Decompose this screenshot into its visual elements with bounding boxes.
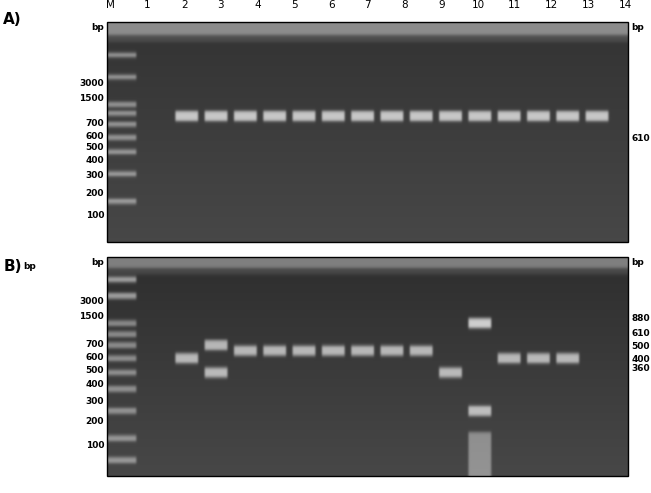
Text: 3000: 3000 [79, 296, 104, 306]
Text: bp: bp [23, 262, 36, 271]
Text: 610: 610 [631, 134, 650, 143]
Text: 300: 300 [86, 171, 104, 180]
Text: 1: 1 [144, 0, 151, 10]
Text: 5: 5 [291, 0, 298, 10]
Text: 700: 700 [85, 340, 104, 349]
Text: A): A) [3, 12, 22, 27]
Bar [107, 257, 628, 476]
Text: 6: 6 [327, 0, 335, 10]
Text: 13: 13 [581, 0, 595, 10]
Text: 1500: 1500 [79, 312, 104, 321]
Text: 7: 7 [365, 0, 371, 10]
Text: 400: 400 [631, 355, 650, 364]
Text: 12: 12 [545, 0, 558, 10]
Text: 360: 360 [631, 364, 650, 373]
Text: 500: 500 [631, 343, 650, 352]
Text: 400: 400 [85, 380, 104, 388]
Text: 600: 600 [86, 353, 104, 362]
Text: 100: 100 [86, 441, 104, 450]
Text: 10: 10 [471, 0, 484, 10]
Text: 400: 400 [85, 156, 104, 165]
Text: 9: 9 [438, 0, 445, 10]
Text: 14: 14 [618, 0, 631, 10]
Text: 610: 610 [631, 329, 650, 338]
Text: B): B) [3, 259, 21, 274]
Text: 600: 600 [86, 132, 104, 141]
Text: bp: bp [91, 23, 104, 32]
Text: 200: 200 [86, 189, 104, 198]
Text: 500: 500 [86, 366, 104, 375]
Text: 1500: 1500 [79, 95, 104, 104]
Text: 200: 200 [86, 417, 104, 425]
Text: bp: bp [631, 258, 644, 267]
Bar [107, 22, 628, 242]
Text: bp: bp [631, 23, 644, 32]
Text: 3: 3 [217, 0, 224, 10]
Text: 300: 300 [86, 397, 104, 406]
Text: 3000: 3000 [79, 79, 104, 88]
Text: 880: 880 [631, 314, 650, 323]
Text: 500: 500 [86, 143, 104, 152]
Text: bp: bp [91, 258, 104, 267]
Text: 11: 11 [508, 0, 521, 10]
Text: 8: 8 [401, 0, 408, 10]
Text: 100: 100 [86, 211, 104, 220]
Text: 2: 2 [181, 0, 187, 10]
Text: M: M [106, 0, 115, 10]
Text: 700: 700 [85, 119, 104, 128]
Text: 4: 4 [255, 0, 261, 10]
